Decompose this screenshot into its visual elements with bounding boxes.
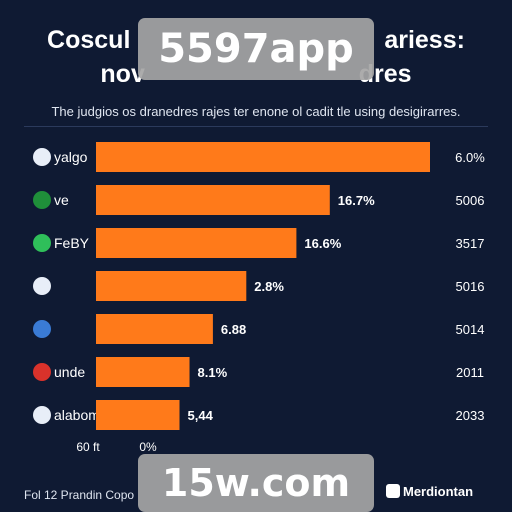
category-label: yalgo: [54, 149, 88, 165]
category-logo-icon: [33, 363, 51, 381]
x-tick-label: 0%: [139, 440, 157, 454]
category-logo-icon: [33, 406, 51, 424]
bar: [96, 228, 297, 258]
category-logo-icon: [33, 191, 51, 209]
brand-label: Merdiontan: [386, 484, 473, 499]
right-value-label: 2011: [456, 365, 484, 380]
watermark-top: 5597app: [138, 18, 374, 80]
chart-source: Fol 12 Prandin Copo: [24, 488, 135, 502]
right-value-label: 5006: [456, 193, 485, 208]
right-value-label: 3517: [456, 236, 485, 251]
right-value-label: 2033: [456, 408, 485, 423]
right-value-label: 6.0%: [455, 150, 485, 165]
category-label: unde: [54, 364, 85, 380]
right-value-label: 5014: [456, 322, 485, 337]
bar: [96, 142, 430, 172]
category-logo-icon: [33, 320, 51, 338]
bar-value-label: 5,44: [188, 408, 214, 423]
bar: [96, 314, 213, 344]
title-fragment: nov: [100, 60, 145, 88]
category-label: ve: [54, 192, 69, 208]
category-logo-icon: [33, 148, 51, 166]
chart-title-line-1: Coscul ariess:: [0, 26, 512, 55]
bar-value-label: 8.1%: [198, 365, 228, 380]
bar: [96, 357, 190, 387]
divider: [24, 126, 488, 127]
brand-logo-icon: [386, 484, 400, 498]
bar-value-label: 16.6%: [304, 236, 341, 251]
right-value-label: 5016: [456, 279, 485, 294]
bar: [96, 400, 180, 430]
category-label: alabome: [54, 407, 108, 423]
bar: [96, 185, 330, 215]
x-tick-label: 60 ft: [76, 440, 100, 454]
bar: [96, 271, 247, 301]
brand-name: Merdiontan: [403, 484, 474, 499]
watermark-bottom: 15w.com: [138, 454, 374, 512]
category-logo-icon: [33, 277, 51, 295]
bar-value-label: 2.8%: [254, 279, 284, 294]
bar-value-label: 6.88: [221, 322, 246, 337]
chart-subtitle: The judgios os dranedres rajes ter enone…: [51, 104, 461, 119]
title-fragment: Coscul: [47, 26, 131, 54]
category-logo-icon: [33, 234, 51, 252]
bar-chart: yalgo 6.0% ve 16.7% 5006 FeBY 16.6% 3517 2.8% 501…: [33, 142, 485, 454]
chart-title-line-2: nov dres: [0, 60, 512, 89]
title-fragment: ariess:: [384, 26, 465, 54]
bar-value-label: 16.7%: [338, 193, 375, 208]
category-label: FeBY: [54, 235, 90, 251]
